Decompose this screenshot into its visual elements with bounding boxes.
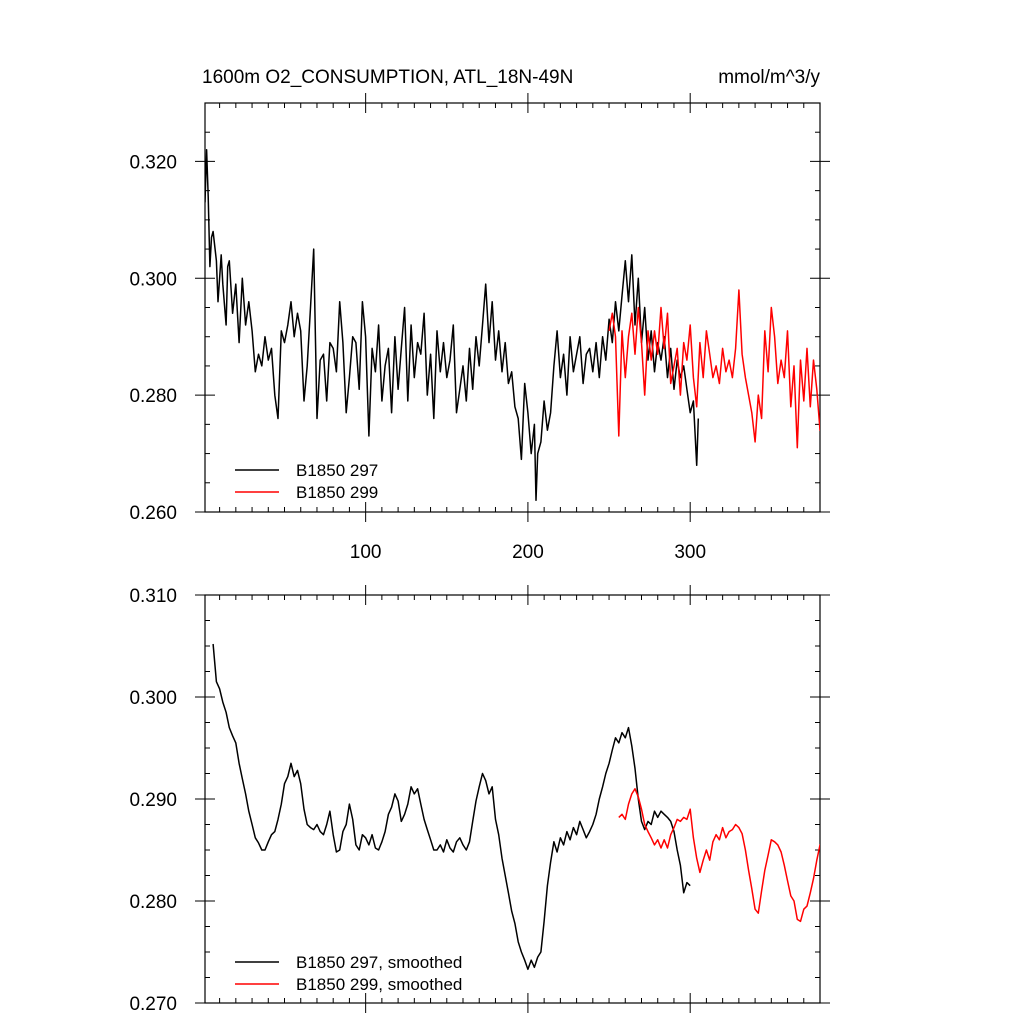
x-tick-label: 100 <box>350 542 382 563</box>
series-line-b1850-299 <box>608 289 820 449</box>
series-line-b1850-299-smoothed <box>618 788 820 923</box>
series-line-b1850-297 <box>205 148 700 502</box>
plot-frame <box>204 102 821 513</box>
y-tick-label: 0.320 <box>129 152 177 173</box>
legend-label: B1850 297, smoothed <box>296 953 462 972</box>
series-line-b1850-297-smoothed <box>212 643 691 971</box>
top-panel: 100 200 300 0.260 0.280 0.300 0.320 1600m O2_CO… <box>129 67 830 563</box>
y-tick-label: 0.280 <box>129 892 177 913</box>
series-group <box>212 643 820 971</box>
legend-label: B1850 299 <box>296 483 378 502</box>
y-tick-label: 0.260 <box>129 503 177 524</box>
x-tick-label: 200 <box>512 542 544 563</box>
series-group <box>205 148 820 502</box>
plot-frame <box>204 594 821 1004</box>
legend-label: B1850 297 <box>296 461 378 480</box>
y-tick-label: 0.280 <box>129 386 177 407</box>
chart-title: 1600m O2_CONSUMPTION, ATL_18N-49N <box>202 67 573 88</box>
chart-units: mmol/m^3/y <box>718 67 820 88</box>
y-tick-label: 0.300 <box>129 269 177 290</box>
y-tick-label: 0.290 <box>129 790 177 811</box>
legend-label: B1850 299, smoothed <box>296 975 462 994</box>
y-tick-label: 0.300 <box>129 688 177 709</box>
y-tick-label: 0.270 <box>129 994 177 1015</box>
bottom-panel: 0.270 0.280 0.290 0.300 0.310 B1850 297, smoo… <box>129 585 830 1015</box>
x-tick-label: 300 <box>674 542 706 563</box>
y-tick-label: 0.310 <box>129 586 177 607</box>
